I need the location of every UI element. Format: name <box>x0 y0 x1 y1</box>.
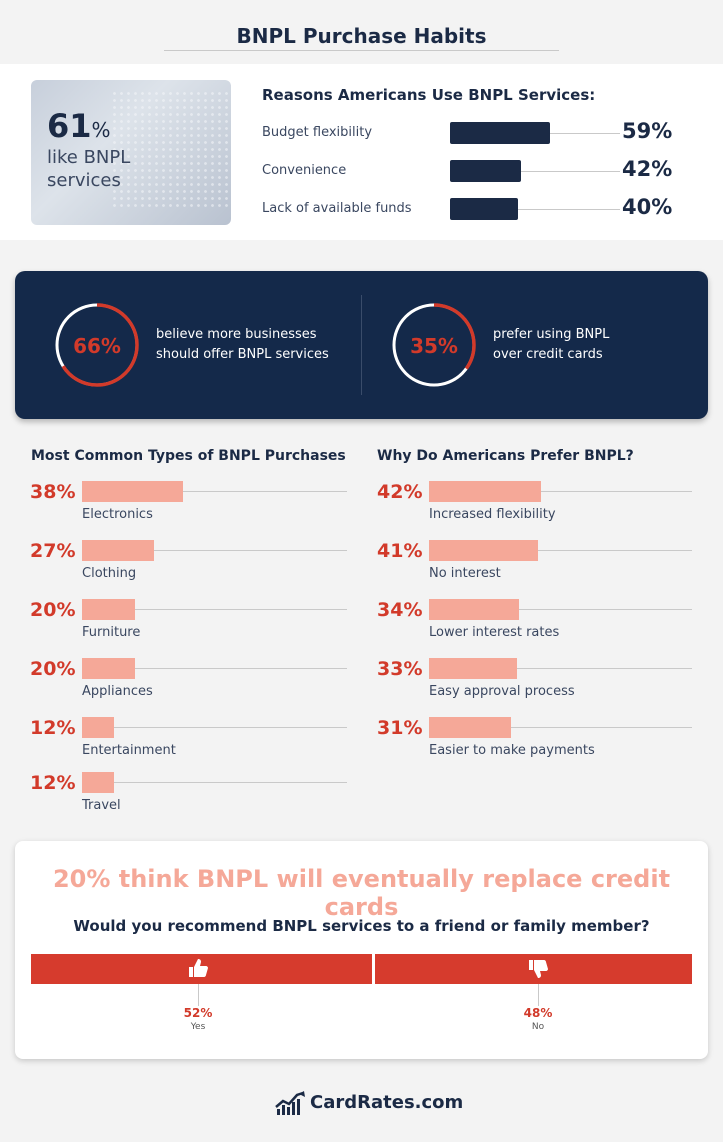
survey-rings-panel <box>15 271 708 419</box>
row-bar <box>82 540 154 561</box>
replace-headline: 20% think BNPL will eventually replace c… <box>52 865 671 921</box>
row-bar <box>82 599 135 620</box>
row-value-label: 38% <box>30 481 76 503</box>
headline-stat-text: like BNPL services <box>47 147 131 191</box>
ring-arc <box>392 303 476 387</box>
row-value-label: 42% <box>377 481 423 503</box>
ring-arc <box>55 303 139 387</box>
page-title: BNPL Purchase Habits <box>236 24 487 48</box>
row-category-label: Clothing <box>82 566 137 581</box>
row-gridline <box>82 668 347 669</box>
row-category-label: Easier to make payments <box>429 743 595 758</box>
panel-divider <box>361 295 362 395</box>
row-category-label: No interest <box>429 566 501 581</box>
headline-stat-card: 61% like BNPL services <box>31 80 231 225</box>
row-gridline <box>82 609 347 610</box>
reason-gridline <box>450 209 620 210</box>
world-map-dots <box>111 90 231 210</box>
title-divider <box>164 50 559 51</box>
purchases-chart-title: Most Common Types of BNPL Purchases <box>31 448 346 464</box>
row-category-label: Easy approval process <box>429 684 575 699</box>
ring-caption: believe more businesses should offer BNPL… <box>156 325 329 365</box>
vote-bar-no <box>375 954 692 984</box>
row-value-label: 27% <box>30 540 76 562</box>
row-gridline <box>82 727 347 728</box>
row-bar <box>82 717 114 738</box>
reasons-chart-title: Reasons Americans Use BNPL Services: <box>262 86 596 104</box>
row-category-label: Lower interest rates <box>429 625 560 640</box>
headline-stat-value: 61% <box>47 107 111 145</box>
row-gridline <box>82 491 347 492</box>
vote-category-label: No <box>531 1022 545 1032</box>
row-bar <box>82 481 183 502</box>
reason-value-label: 59% <box>622 119 673 143</box>
row-bar <box>429 599 519 620</box>
row-value-label: 34% <box>377 599 423 621</box>
vote-value-label: 48% <box>523 1006 553 1020</box>
row-value-label: 33% <box>377 658 423 680</box>
row-category-label: Entertainment <box>82 743 176 758</box>
row-value-label: 12% <box>30 772 76 794</box>
ring-caption-line: should offer BNPL services <box>156 347 329 362</box>
row-gridline <box>429 609 692 610</box>
vote-category-label: Yes <box>190 1022 206 1032</box>
row-gridline <box>82 550 347 551</box>
reason-value-label: 42% <box>622 157 673 181</box>
row-bar <box>429 481 541 502</box>
row-bar <box>429 717 511 738</box>
ring-value-label: 66% <box>73 334 121 358</box>
row-gridline <box>429 491 692 492</box>
reason-label: Lack of available funds <box>262 201 412 216</box>
row-bar <box>82 658 135 679</box>
reason-bar <box>450 198 518 220</box>
row-gridline <box>429 550 692 551</box>
reason-label: Budget flexibility <box>262 125 373 140</box>
row-bar <box>429 540 538 561</box>
row-bar <box>82 772 114 793</box>
row-category-label: Electronics <box>82 507 153 522</box>
row-value-label: 20% <box>30 658 76 680</box>
reason-bar <box>450 160 521 182</box>
ring-chart: 66% <box>55 303 139 387</box>
row-value-label: 41% <box>377 540 423 562</box>
chart-line-logo-icon <box>275 1091 305 1115</box>
prefer-chart-title: Why Do Americans Prefer BNPL? <box>377 448 634 464</box>
vote-tick <box>198 984 199 1006</box>
row-value-label: 20% <box>30 599 76 621</box>
row-category-label: Appliances <box>82 684 153 699</box>
row-gridline <box>429 727 692 728</box>
row-gridline <box>429 668 692 669</box>
row-category-label: Increased flexibility <box>429 507 556 522</box>
ring-value-label: 35% <box>410 334 458 358</box>
row-value-label: 12% <box>30 717 76 739</box>
reason-label: Convenience <box>262 163 347 178</box>
row-category-label: Travel <box>82 798 121 813</box>
recommend-question: Would you recommend BNPL services to a f… <box>73 917 650 935</box>
row-value-label: 31% <box>377 717 423 739</box>
reason-bar <box>450 122 550 144</box>
row-gridline <box>82 782 347 783</box>
row-bar <box>429 658 517 679</box>
thumbs-up-icon <box>189 959 208 977</box>
row-category-label: Furniture <box>82 625 141 640</box>
reason-value-label: 40% <box>622 195 673 219</box>
reason-gridline <box>450 171 620 172</box>
ring-caption: prefer using BNPL over credit cards <box>493 325 609 365</box>
ring-caption-line: over credit cards <box>493 347 603 362</box>
thumbs-down-icon <box>529 960 548 978</box>
recommend-card: 20% think BNPL will eventually replace c… <box>15 841 708 1059</box>
footer-brand: CardRates.com <box>310 1092 464 1113</box>
vote-tick <box>538 984 539 1006</box>
ring-chart: 35% <box>392 303 476 387</box>
ring-caption-line: believe more businesses <box>156 327 317 342</box>
vote-value-label: 52% <box>183 1006 213 1020</box>
ring-caption-line: prefer using BNPL <box>493 327 610 342</box>
